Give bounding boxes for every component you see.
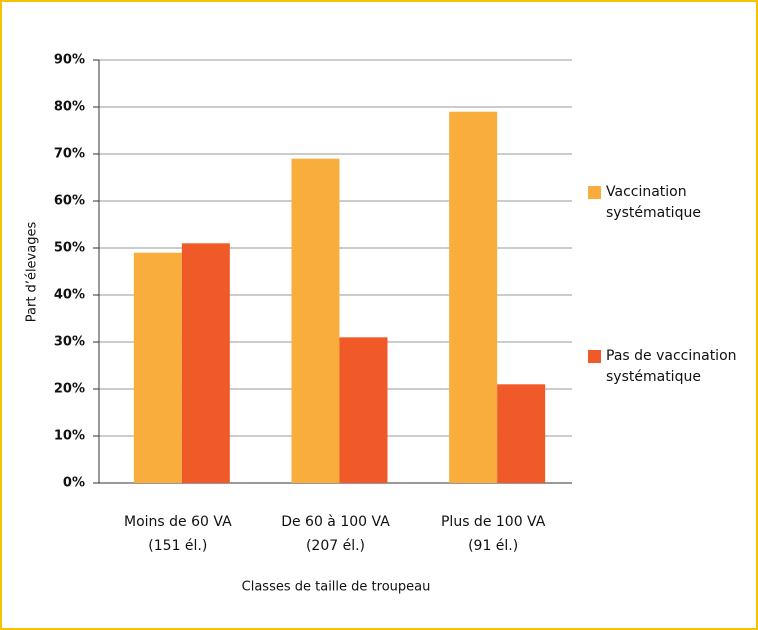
y-tick-label: 80% bbox=[54, 100, 85, 115]
y-axis-label: Part d’élevages bbox=[25, 222, 40, 323]
y-tick-label: 70% bbox=[54, 147, 85, 162]
bar bbox=[339, 337, 388, 483]
x-tick-label: (151 él.) bbox=[148, 538, 207, 554]
y-tick-label: 50% bbox=[54, 241, 85, 256]
x-tick-label: Plus de 100 VA bbox=[441, 514, 546, 530]
legend-label: Vaccination systématique bbox=[606, 184, 701, 221]
legend-label: Pas de vaccination systématique bbox=[606, 348, 737, 385]
y-tick-label: 90% bbox=[54, 53, 85, 68]
y-tick-label: 20% bbox=[54, 382, 85, 397]
legend-swatch bbox=[588, 350, 601, 363]
bar bbox=[181, 243, 230, 483]
bar bbox=[449, 111, 498, 483]
x-tick-label: (207 él.) bbox=[306, 538, 365, 554]
y-tick-label: 0% bbox=[63, 476, 85, 491]
x-tick-label: Moins de 60 VA bbox=[124, 514, 232, 530]
x-tick-label: (91 él.) bbox=[468, 538, 518, 554]
bar bbox=[497, 384, 546, 483]
x-axis-label: Classes de taille de troupeau bbox=[242, 580, 431, 595]
legend-swatch bbox=[588, 186, 601, 199]
x-tick-label: De 60 à 100 VA bbox=[281, 514, 390, 530]
y-tick-label: 60% bbox=[54, 194, 85, 209]
y-tick-label: 30% bbox=[54, 335, 85, 350]
bar bbox=[291, 158, 340, 483]
y-tick-label: 40% bbox=[54, 288, 85, 303]
y-tick-label: 10% bbox=[54, 429, 85, 444]
bar bbox=[133, 252, 182, 483]
